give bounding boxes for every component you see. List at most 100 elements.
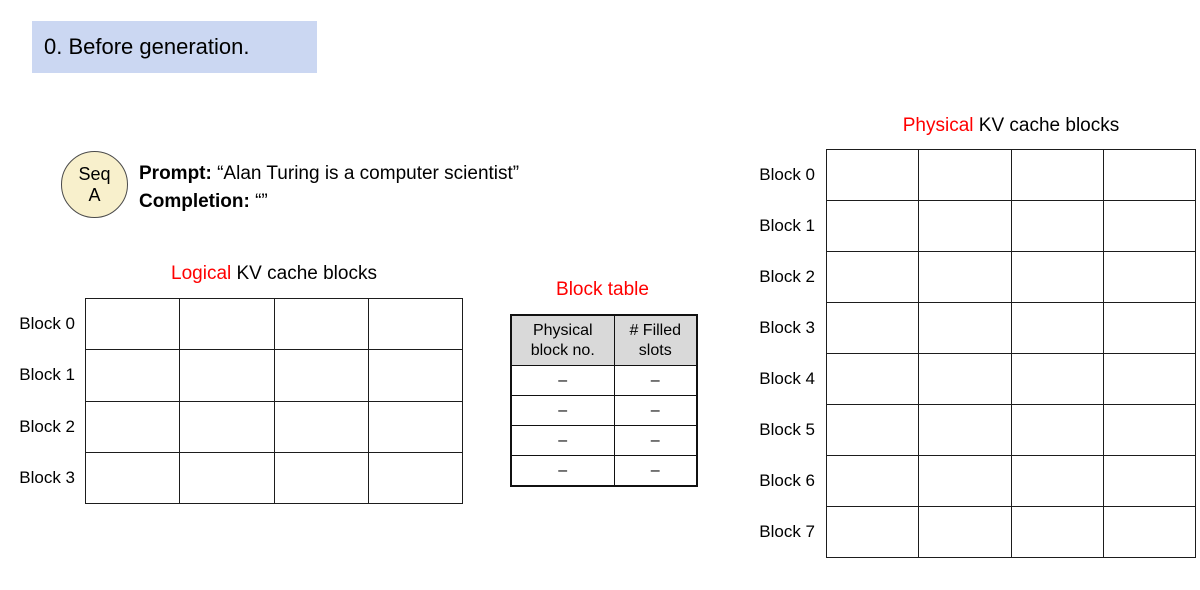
completion-label: Completion: — [139, 191, 250, 212]
block-row-label: Block 1 — [759, 215, 815, 235]
grid-cell — [367, 297, 464, 351]
block-table-cell: – — [510, 425, 615, 456]
grid-cell — [179, 297, 275, 351]
grid-cell — [825, 353, 920, 405]
block-table-cell: – — [613, 365, 698, 396]
block-row-label: Block 2 — [759, 266, 815, 286]
grid-cell — [825, 200, 920, 252]
block-row-label: Block 3 — [759, 317, 815, 337]
grid-cell — [179, 451, 275, 505]
physical-grid-row-labels: Block 0 Block 1 Block 2 Block 3 Block 4 Block… — [726, 149, 815, 558]
grid-cell — [84, 297, 181, 351]
logical-grid-title-rest: KV cache blocks — [231, 263, 377, 284]
sequence-badge-line2: A — [88, 184, 101, 205]
grid-cell — [825, 506, 920, 558]
grid-cell — [1102, 302, 1197, 354]
block-table-cell: – — [613, 425, 698, 456]
grid-cell — [918, 200, 1012, 252]
grid-cell — [918, 149, 1012, 201]
block-table-body: – – – – – – – – — [510, 365, 698, 487]
block-row-label: Block 7 — [759, 522, 815, 542]
block-row-label: Block 4 — [759, 369, 815, 389]
block-table: Physical block no. # Filled slots – – – – – – –… — [510, 314, 698, 487]
block-table-cell: – — [510, 365, 615, 396]
grid-cell — [1102, 455, 1197, 507]
physical-grid-title-rest: KV cache blocks — [973, 115, 1120, 136]
block-row-label: Block 2 — [19, 416, 75, 436]
grid-cell — [1102, 200, 1197, 252]
grid-cell — [273, 400, 369, 453]
logical-kv-cache-grid — [84, 297, 464, 505]
block-table-title-text: Block table — [556, 279, 649, 300]
prompt-block: Prompt: “Alan Turing is a computer scien… — [139, 160, 519, 216]
block-table-header: Physical block no. # Filled slots — [510, 314, 698, 366]
grid-cell — [1010, 455, 1104, 507]
block-table-row: – – — [510, 395, 698, 426]
logical-grid-title: Logical KV cache blocks — [85, 263, 463, 285]
block-table-cell: – — [510, 395, 615, 426]
logical-grid-row-labels: Block 0 Block 1 Block 2 Block 3 — [0, 298, 75, 504]
completion-value: “” — [255, 191, 268, 212]
step-badge: 0. Before generation. — [32, 21, 317, 73]
grid-cell — [918, 251, 1012, 303]
grid-cell — [825, 302, 920, 354]
grid-cell — [179, 349, 275, 402]
grid-cell — [918, 302, 1012, 354]
physical-grid-title: Physical KV cache blocks — [826, 115, 1196, 137]
grid-cell — [1010, 200, 1104, 252]
grid-cell — [367, 349, 464, 402]
grid-cell — [918, 506, 1012, 558]
step-badge-label: 0. Before generation. — [44, 34, 250, 59]
grid-cell — [1010, 302, 1104, 354]
grid-cell — [918, 404, 1012, 456]
grid-cell — [273, 349, 369, 402]
completion-line: Completion: “” — [139, 188, 519, 216]
grid-cell — [1102, 251, 1197, 303]
grid-cell — [84, 451, 181, 505]
grid-cell — [1010, 506, 1104, 558]
grid-cell — [84, 400, 181, 453]
grid-cell — [918, 353, 1012, 405]
grid-cell — [1010, 353, 1104, 405]
prompt-value: “Alan Turing is a computer scientist” — [217, 163, 520, 184]
prompt-line: Prompt: “Alan Turing is a computer scien… — [139, 160, 519, 188]
physical-grid-title-red: Physical — [902, 115, 974, 136]
logical-grid-title-red: Logical — [171, 263, 232, 284]
grid-cell — [273, 297, 369, 351]
grid-cell — [367, 451, 464, 505]
block-table-cell: – — [613, 455, 698, 487]
grid-cell — [918, 455, 1012, 507]
sequence-badge: Seq A — [61, 151, 128, 218]
grid-cell — [1102, 506, 1197, 558]
block-row-label: Block 0 — [19, 313, 75, 333]
grid-cell — [179, 400, 275, 453]
grid-cell — [1102, 353, 1197, 405]
grid-cell — [1010, 251, 1104, 303]
grid-cell — [273, 451, 369, 505]
grid-cell — [1102, 404, 1197, 456]
block-row-label: Block 0 — [759, 164, 815, 184]
grid-cell — [825, 149, 920, 201]
block-row-label: Block 3 — [19, 468, 75, 488]
block-table-header-cell: # Filled slots — [613, 314, 698, 366]
grid-cell — [1102, 149, 1197, 201]
block-table-row: – – — [510, 425, 698, 456]
grid-cell — [825, 404, 920, 456]
block-row-label: Block 5 — [759, 420, 815, 440]
block-table-cell: – — [510, 455, 615, 487]
grid-cell — [367, 400, 464, 453]
block-table-row: – – — [510, 455, 698, 487]
block-table-cell: – — [613, 395, 698, 426]
sequence-badge-line1: Seq — [78, 163, 111, 184]
physical-kv-cache-grid — [825, 149, 1197, 558]
prompt-label: Prompt: — [139, 163, 212, 184]
block-table-title: Block table — [510, 279, 695, 301]
grid-cell — [825, 455, 920, 507]
grid-cell — [825, 251, 920, 303]
grid-cell — [84, 349, 181, 402]
block-table-header-cell: Physical block no. — [510, 314, 615, 366]
block-row-label: Block 6 — [759, 471, 815, 491]
block-row-label: Block 1 — [19, 365, 75, 385]
grid-cell — [1010, 149, 1104, 201]
